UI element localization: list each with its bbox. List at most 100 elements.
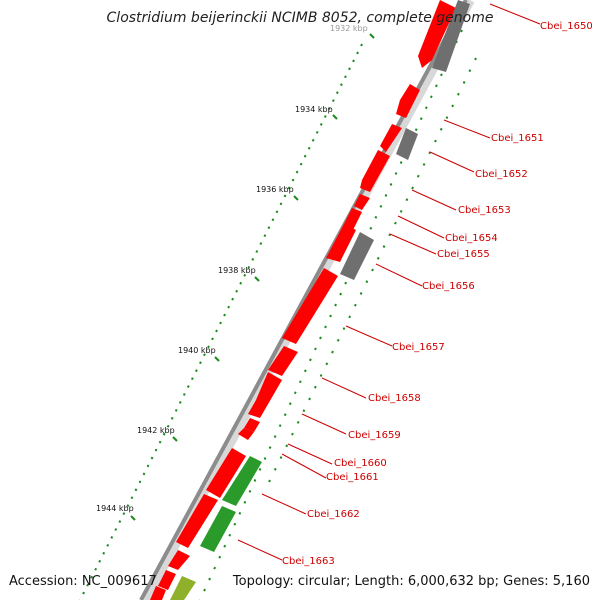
track-tick [195,369,198,373]
gene-arrow-cbei-1650[interactable] [418,0,456,68]
track-tick [227,305,230,309]
gene-rna-cbei-1662[interactable] [222,456,262,506]
track-tick [247,265,251,269]
track-tick [258,468,262,471]
track-tick [182,393,186,396]
gene-label-cbei-1662[interactable]: Cbei_1662 [307,509,360,520]
gene-label-cbei-1655[interactable]: Cbei_1655 [437,249,490,260]
track-tick [474,57,477,61]
track-tick [445,116,449,120]
track-tick [334,303,337,307]
gene-arrow-cbei-1652b[interactable] [396,128,418,160]
track-tick [263,457,267,460]
track-tick [243,273,247,277]
track-tick [302,409,306,413]
track-tick [90,575,93,579]
track-tick [275,210,279,214]
gene-arrow-cbei-1656[interactable] [326,224,356,262]
track-tick [319,123,323,126]
gene-arrow-cbei-1662[interactable] [206,448,246,498]
gene-arrow-bottom-1[interactable] [168,550,190,570]
track-tick [325,362,329,366]
track-tick [303,369,307,373]
gene-arrow-cbei-1663[interactable] [176,494,218,548]
gene-label-cbei-1658[interactable]: Cbei_1658 [368,393,421,404]
track-tick [134,488,138,492]
track-tick [288,402,292,406]
gene-label-cbei-1654[interactable]: Cbei_1654 [445,233,498,244]
track-tick [154,448,158,452]
gene-arrow-cbei-1656b[interactable] [340,232,374,280]
gene-arrow-bottom-3[interactable] [150,586,166,600]
track-tick [331,350,334,354]
track-tick [253,479,257,482]
scale-label: 1934 kbp [295,105,333,114]
gene-label-cbei-1652[interactable]: Cbei_1652 [475,169,528,180]
track-tick [110,536,114,539]
gene-label-cbei-1651[interactable]: Cbei_1651 [491,133,544,144]
track-tick [399,209,403,213]
track-tick [299,162,303,166]
track-tick [291,432,294,436]
track-tick [369,226,373,230]
track-tick [251,258,255,261]
gene-label-cbei-1656[interactable]: Cbei_1656 [422,281,475,292]
track-tick [365,280,369,284]
gene-arrow-cbei-1657[interactable] [282,268,338,344]
track-tick [382,245,386,248]
scale-label: 1942 kbp [137,426,175,435]
track-tick [399,161,403,164]
gene-arrow-bottom-2[interactable] [158,570,176,590]
track-tick [228,533,232,537]
gene-arrow-cbei-1651[interactable] [396,84,420,118]
gene-label-cbei-1659[interactable]: Cbei_1659 [348,430,401,441]
track-tick [339,292,342,296]
track-tick [211,337,214,341]
track-tick [259,242,263,245]
track-tick [411,186,414,190]
track-tick [86,583,89,587]
track-tick [374,215,378,219]
gene-arrow-cbei-1659[interactable] [248,372,282,418]
gene-label-cbei-1661[interactable]: Cbei_1661 [326,472,379,483]
gene-arrow-cbei-1652[interactable] [380,124,402,152]
track-tick [424,106,428,110]
track-tick [416,174,420,178]
gene-olive-bottom[interactable] [170,576,196,600]
gene-track [150,0,470,600]
gene-label-cbei-1657[interactable]: Cbei_1657 [392,342,445,353]
track-tick [324,325,327,329]
track-tick [166,424,170,428]
gene-label-cbei-1663[interactable]: Cbei_1663 [282,556,335,567]
gene-rna-cbei-1663[interactable] [200,506,236,552]
gene-arrow-cbei-1658[interactable] [268,346,298,376]
track-tick [255,250,259,253]
track-tick [405,198,409,202]
track-tick [348,67,351,71]
track-tick [248,489,252,493]
track-tick [308,397,311,401]
track-tick [371,268,374,272]
gene-label-cbei-1660[interactable]: Cbei_1660 [334,458,387,469]
track-tick [336,91,339,95]
track-tick [329,314,332,318]
gene-arrow-cbei-1661[interactable] [238,428,254,440]
track-tick [354,303,357,307]
scale-label-group: 1932 kbp 1934 kbp 1936 kbp 1938 kbp 1940… [96,24,368,513]
label-leader-lines [237,3,541,561]
track-tick [142,472,146,476]
track-tick [344,75,347,79]
track-tick [422,163,426,166]
scale-label: 1938 kbp [218,266,256,275]
track-tick [174,408,178,412]
track-tick [293,391,297,395]
track-tick [118,520,122,523]
gene-arrow-cbei-1654[interactable] [354,194,370,210]
track-tick [208,577,211,581]
gene-arrow-cbei-1653[interactable] [360,150,390,192]
gene-arrow-cbei-1650b[interactable] [432,0,470,72]
gene-arrow-cbei-1660[interactable] [244,418,260,432]
gene-label-cbei-1650[interactable]: Cbei_1650 [540,21,593,32]
gene-label-cbei-1653[interactable]: Cbei_1653 [458,205,511,216]
